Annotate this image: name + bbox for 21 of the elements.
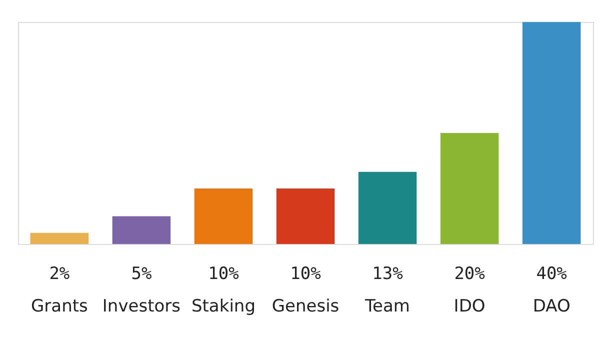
data-label: 2% (49, 264, 70, 284)
x-tick-label: Staking (191, 296, 256, 316)
x-tick-label: Investors (102, 296, 181, 316)
bar (522, 22, 581, 244)
data-label: 13% (372, 264, 403, 284)
bar (276, 188, 335, 244)
data-label: 10% (290, 264, 321, 284)
bar (440, 133, 499, 244)
x-tick-label: Grants (30, 296, 88, 316)
data-label: 5% (131, 264, 152, 284)
bar (112, 216, 171, 244)
x-tick-label: IDO (454, 296, 486, 316)
x-tick-label: Genesis (272, 296, 340, 316)
data-label: 40% (536, 264, 567, 284)
x-tick-label: Team (364, 296, 410, 316)
bar (30, 232, 89, 244)
x-tick-label: DAO (532, 296, 570, 316)
data-label: 20% (454, 264, 485, 284)
data-label: 10% (208, 264, 239, 284)
bar (194, 188, 253, 244)
bar (358, 172, 417, 244)
